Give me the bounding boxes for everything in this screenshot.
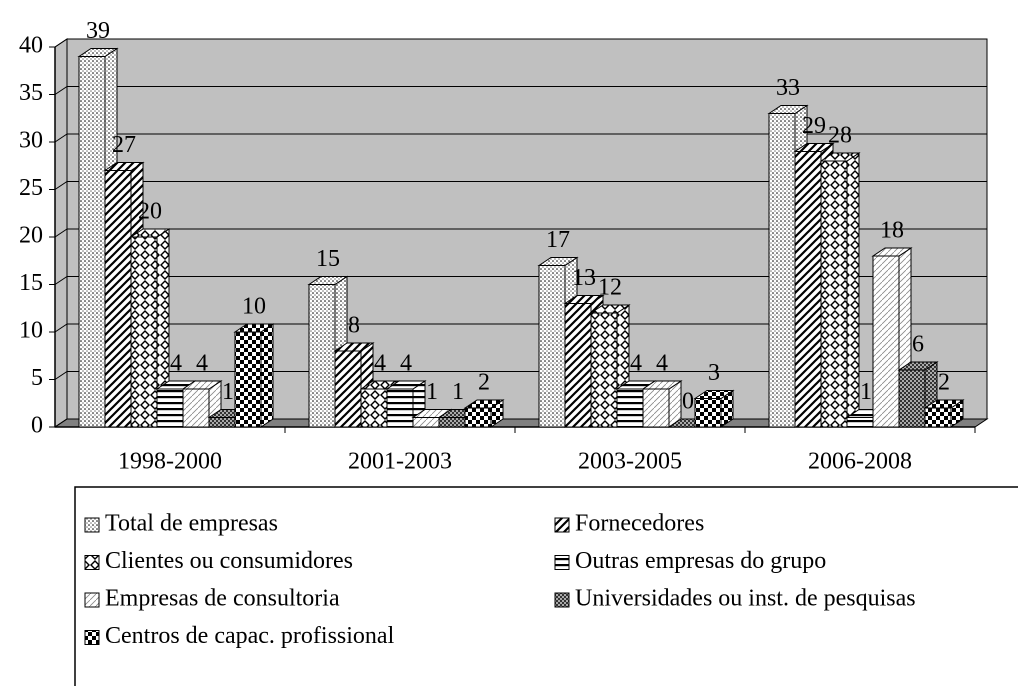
data-label: 13 xyxy=(572,265,596,291)
bar-side xyxy=(260,323,274,428)
bar xyxy=(898,369,926,428)
data-label: 27 xyxy=(112,132,136,158)
bar xyxy=(412,417,440,428)
legend-label: Fornecedores xyxy=(575,511,704,537)
y-tick-label: 10 xyxy=(19,318,43,344)
bar xyxy=(820,160,848,428)
bar xyxy=(334,350,362,428)
data-label: 2 xyxy=(938,370,950,396)
data-label: 10 xyxy=(242,294,266,320)
bar xyxy=(768,113,796,428)
grid-line xyxy=(54,276,68,285)
legend-label: Empresas de consultoria xyxy=(105,586,340,612)
data-label: 33 xyxy=(776,75,800,101)
bar xyxy=(156,388,184,428)
data-label: 4 xyxy=(170,351,182,377)
data-label: 4 xyxy=(196,351,208,377)
y-tick-label: 0 xyxy=(31,413,43,439)
data-label: 1 xyxy=(426,379,438,405)
bar xyxy=(78,56,106,428)
data-label: 0 xyxy=(682,389,694,415)
grid-line xyxy=(54,38,68,48)
legend-box xyxy=(74,486,1018,686)
legend-label: Total de empresas xyxy=(105,511,278,537)
legend-swatch xyxy=(554,592,570,608)
bar xyxy=(538,265,566,428)
data-label: 8 xyxy=(348,313,360,339)
grid-line xyxy=(54,133,68,143)
legend-swatch xyxy=(84,630,100,645)
y-tick-label: 40 xyxy=(19,33,43,59)
grid-line xyxy=(54,418,68,428)
bar xyxy=(794,151,822,428)
data-label: 4 xyxy=(630,351,642,377)
data-label: 4 xyxy=(656,351,668,377)
x-tick-label: 2001-2003 xyxy=(348,449,452,475)
grid-line xyxy=(54,371,68,380)
bar xyxy=(208,417,236,428)
data-label: 2 xyxy=(478,370,490,396)
data-label: 1 xyxy=(860,379,872,405)
grid-line xyxy=(54,323,68,333)
bar xyxy=(616,388,644,428)
x-tick-label: 2006-2008 xyxy=(808,449,912,475)
data-label: 39 xyxy=(86,18,110,44)
data-label: 1 xyxy=(222,379,234,405)
bar xyxy=(386,388,414,428)
bar xyxy=(846,417,874,428)
y-tick-label: 20 xyxy=(19,223,43,249)
data-label: 1 xyxy=(452,379,464,405)
bar xyxy=(234,331,262,428)
bar xyxy=(308,284,336,428)
data-label: 4 xyxy=(374,351,386,377)
legend-swatch xyxy=(554,555,570,570)
data-label: 18 xyxy=(880,218,904,244)
data-label: 3 xyxy=(708,360,720,386)
bar xyxy=(104,170,132,428)
bar xyxy=(182,388,210,428)
data-label: 15 xyxy=(316,246,340,272)
bar xyxy=(924,407,952,428)
y-tick-label: 25 xyxy=(19,175,43,201)
bar xyxy=(642,388,670,428)
bar xyxy=(464,407,492,428)
grid-line xyxy=(54,181,68,190)
bar xyxy=(438,417,466,428)
y-tick-label: 35 xyxy=(19,80,43,106)
bar-side xyxy=(846,152,860,428)
bar xyxy=(590,312,618,428)
legend-label: Outras empresas do grupo xyxy=(575,548,826,574)
legend-label: Clientes ou consumidores xyxy=(105,548,353,574)
grid-line xyxy=(54,86,68,95)
bar xyxy=(872,255,900,428)
data-label: 17 xyxy=(546,227,570,253)
data-label: 12 xyxy=(598,275,622,301)
y-tick-label: 15 xyxy=(19,270,43,296)
data-label: 4 xyxy=(400,351,412,377)
legend-label: Centros de capac. profissional xyxy=(105,623,395,649)
legend-swatch xyxy=(554,517,570,533)
data-label: 28 xyxy=(828,123,852,149)
legend-label: Universidades ou inst. de pesquisas xyxy=(575,586,916,612)
legend-swatch xyxy=(84,592,100,608)
y-tick-label: 30 xyxy=(19,128,43,154)
legend-swatch xyxy=(84,555,100,570)
data-label: 29 xyxy=(802,113,826,139)
data-label: 20 xyxy=(138,199,162,225)
y-tick-label: 5 xyxy=(31,365,43,391)
x-tick-label: 2003-2005 xyxy=(578,449,682,475)
bar xyxy=(564,303,592,428)
bar xyxy=(360,388,388,428)
data-label: 6 xyxy=(912,332,924,358)
x-tick-label: 1998-2000 xyxy=(118,449,222,475)
grid-line xyxy=(54,228,68,238)
legend-swatch xyxy=(84,517,100,533)
bar xyxy=(130,236,158,428)
bar xyxy=(694,398,722,428)
